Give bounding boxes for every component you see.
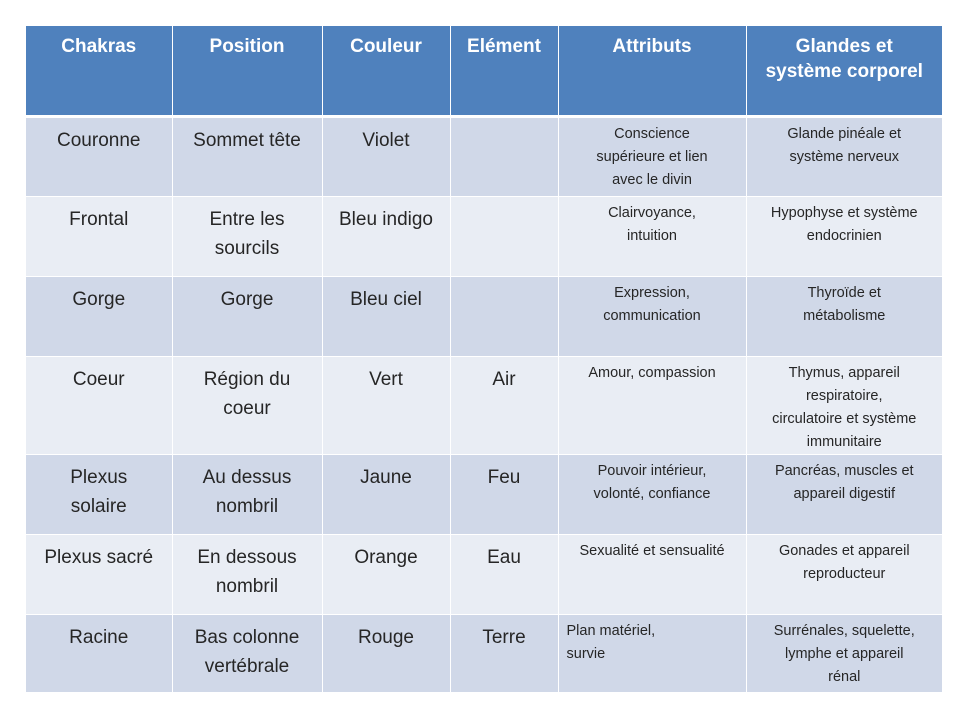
cell-attributs: Conscience supérieure et lien avec le di… [558,116,747,197]
cell-glandes: Thymus, appareil respiratoire, circulato… [746,356,942,455]
cell-element: Air [450,356,559,455]
cell-couleur: Violet [322,116,451,197]
cell-glandes: Hypophyse et système endocrinien [746,196,942,277]
table-header: Chakras Position Couleur Elément Attribu… [26,26,942,118]
cell-couleur: Jaune [322,454,451,535]
table-row: Couronne Sommet tête Violet Conscience s… [26,116,942,197]
cell-chakra: Plexus solaire [26,454,173,535]
table-row: Gorge Gorge Bleu ciel Expression, commun… [26,276,942,357]
header-attributs: Attributs [558,26,747,118]
table-row: Racine Bas colonne vertébrale Rouge Terr… [26,614,942,693]
cell-glandes: Thyroïde et métabolisme [746,276,942,357]
header-position: Position [172,26,323,118]
cell-attributs: Sexualité et sensualité [558,534,747,615]
cell-attributs: Pouvoir intérieur, volonté, confiance [558,454,747,535]
cell-couleur: Rouge [322,614,451,693]
table-row: Frontal Entre les sourcils Bleu indigo C… [26,196,942,277]
header-row: Chakras Position Couleur Elément Attribu… [26,26,942,118]
cell-chakra: Gorge [26,276,173,357]
cell-attributs: Plan matériel, survie [558,614,747,693]
table-row: Plexus solaire Au dessus nombril Jaune F… [26,454,942,535]
cell-couleur: Orange [322,534,451,615]
cell-glandes: Surrénales, squelette, lymphe et apparei… [746,614,942,693]
cell-position: Au dessus nombril [172,454,323,535]
cell-couleur: Bleu ciel [322,276,451,357]
cell-glandes: Pancréas, muscles et appareil digestif [746,454,942,535]
table-row: Coeur Région du coeur Vert Air Amour, co… [26,356,942,455]
cell-chakra: Coeur [26,356,173,455]
cell-chakra: Racine [26,614,173,693]
cell-position: En dessous nombril [172,534,323,615]
cell-position: Bas colonne vertébrale [172,614,323,693]
table-row: Plexus sacré En dessous nombril Orange E… [26,534,942,615]
header-glandes: Glandes et système corporel [746,26,942,118]
cell-position: Entre les sourcils [172,196,323,277]
cell-glandes: Gonades et appareil reproducteur [746,534,942,615]
header-element: Elément [450,26,559,118]
cell-couleur: Vert [322,356,451,455]
cell-element: Eau [450,534,559,615]
cell-element [450,116,559,197]
chakra-table: Chakras Position Couleur Elément Attribu… [26,26,942,693]
cell-couleur: Bleu indigo [322,196,451,277]
header-chakras: Chakras [26,26,173,118]
cell-chakra: Frontal [26,196,173,277]
cell-attributs: Clairvoyance, intuition [558,196,747,277]
cell-element: Feu [450,454,559,535]
cell-element: Terre [450,614,559,693]
cell-element [450,196,559,277]
cell-attributs: Expression, communication [558,276,747,357]
header-couleur: Couleur [322,26,451,118]
cell-position: Région du coeur [172,356,323,455]
cell-element [450,276,559,357]
cell-position: Gorge [172,276,323,357]
cell-position: Sommet tête [172,116,323,197]
cell-attributs: Amour, compassion [558,356,747,455]
cell-glandes: Glande pinéale et système nerveux [746,116,942,197]
table-body: Couronne Sommet tête Violet Conscience s… [26,116,942,693]
cell-chakra: Plexus sacré [26,534,173,615]
cell-chakra: Couronne [26,116,173,197]
